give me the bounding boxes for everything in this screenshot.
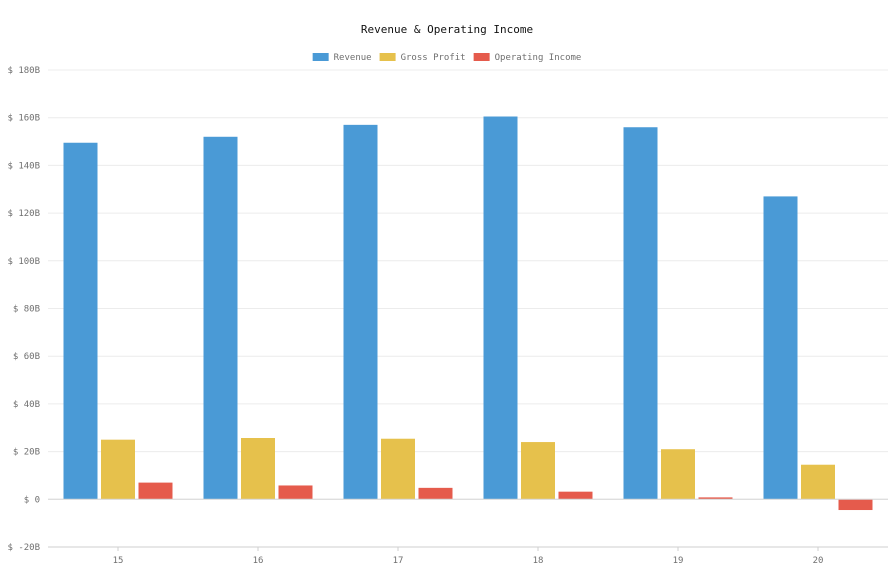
x-tick-label: 16	[253, 556, 264, 566]
x-axis-tick-labels: 15 16 17 18 19 20	[113, 547, 824, 566]
x-tick-label: 19	[673, 556, 684, 566]
x-tick-label: 17	[393, 556, 404, 566]
bar-operating-income-15[interactable]	[138, 482, 173, 500]
bar-revenue-18[interactable]	[483, 116, 518, 500]
bar-operating-income-18[interactable]	[558, 491, 593, 500]
bar-revenue-17[interactable]	[343, 124, 378, 500]
y-axis-tick-labels: $ -20B $ 0 $ 20B $ 40B $ 60B $ 80B $ 100B $ 120…	[7, 66, 40, 553]
chart-title: Revenue & Operating Income	[361, 23, 533, 36]
x-tick-label: 18	[533, 556, 544, 566]
bar-gross-profit-20[interactable]	[801, 464, 835, 500]
chart-legend: Revenue Gross Profit Operating Income	[312, 53, 582, 63]
bar-gross-profit-18[interactable]	[521, 442, 555, 500]
y-tick-label: $ 80B	[13, 305, 40, 315]
legend-swatch	[379, 53, 396, 61]
legend-item-gross-profit[interactable]: Gross Profit	[379, 53, 466, 63]
legend-item-revenue[interactable]: Revenue	[312, 53, 372, 63]
bar-series-group	[63, 116, 873, 511]
bar-gross-profit-15[interactable]	[101, 439, 135, 500]
y-tick-label: $ 0	[24, 495, 40, 505]
legend-label: Operating Income	[495, 53, 582, 63]
bar-operating-income-16[interactable]	[278, 485, 313, 500]
y-tick-label: $ 140B	[7, 161, 40, 171]
bar-gross-profit-19[interactable]	[661, 449, 695, 500]
y-tick-label: $ 20B	[13, 448, 40, 458]
legend-label: Revenue	[334, 53, 372, 63]
bar-revenue-20[interactable]	[763, 196, 798, 500]
y-grid-lines	[48, 69, 888, 548]
y-tick-label: $ 40B	[13, 400, 40, 410]
bar-revenue-15[interactable]	[63, 142, 98, 500]
bar-revenue-19[interactable]	[623, 127, 658, 500]
bar-operating-income-20[interactable]	[838, 499, 873, 511]
bar-operating-income-19[interactable]	[698, 497, 733, 500]
x-tick-label: 20	[813, 556, 824, 566]
legend-label: Gross Profit	[401, 53, 466, 63]
y-tick-label: $ 160B	[7, 114, 40, 124]
y-tick-label: $ 180B	[7, 66, 40, 76]
bar-revenue-16[interactable]	[203, 136, 238, 500]
bar-operating-income-17[interactable]	[418, 487, 453, 500]
x-tick-label: 15	[113, 556, 124, 566]
y-tick-label: $ 60B	[13, 352, 40, 362]
legend-swatch	[473, 53, 490, 61]
y-tick-label: $ 100B	[7, 257, 40, 267]
legend-swatch	[312, 53, 329, 61]
bar-gross-profit-17[interactable]	[381, 438, 415, 500]
y-tick-label: $ -20B	[7, 543, 40, 553]
legend-item-operating-income[interactable]: Operating Income	[473, 53, 582, 63]
y-tick-label: $ 120B	[7, 209, 40, 219]
bar-gross-profit-16[interactable]	[241, 438, 275, 500]
